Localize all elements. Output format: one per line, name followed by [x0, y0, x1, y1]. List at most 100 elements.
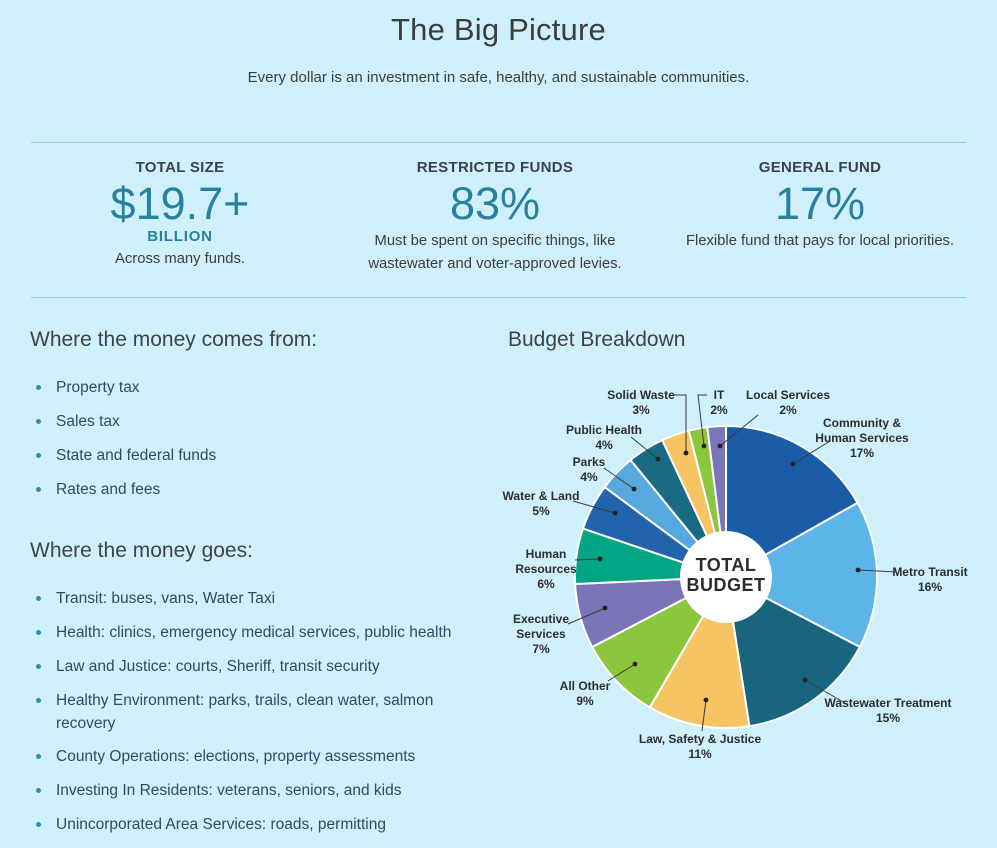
money-sources-section: Where the money comes from: Property tax… — [30, 328, 490, 502]
money-sources-heading: Where the money comes from: — [30, 328, 318, 351]
label-leader-dot — [632, 661, 638, 667]
label-leader-line — [567, 607, 606, 625]
label-leader-line — [701, 699, 707, 732]
list-item: Rates and fees — [36, 479, 490, 502]
list-item-text: Unincorporated Area Services: roads, per… — [56, 816, 386, 834]
stat-value-unit: BILLION — [147, 228, 213, 246]
slice-label: Executive Services 7% — [513, 612, 569, 656]
list-item: Transit: buses, vans, Water Taxi — [36, 588, 490, 611]
stat-caption: Flexible fund that pays for local priori… — [685, 233, 955, 250]
label-leader-line — [857, 569, 897, 573]
list-item: Health: clinics, emergency medical servi… — [36, 622, 490, 645]
stat-caption: Must be spent on specific things, like w… — [368, 233, 622, 273]
bullet-icon — [36, 452, 41, 458]
slice-label: Public Health 4% — [566, 423, 642, 452]
slice-label: Parks 4% — [573, 455, 606, 484]
stat-general-fund: GENERAL FUND 17% Flexible fund that pays… — [660, 159, 980, 253]
page-title: The Big Picture — [391, 12, 606, 47]
money-spending-list: Transit: buses, vans, Water Taxi Health: … — [36, 588, 490, 838]
label-leader-dot — [802, 677, 808, 683]
slice-label: Community & Human Services 17% — [815, 416, 909, 460]
label-leader-dot — [790, 461, 796, 467]
bullet-icon — [36, 595, 41, 601]
divider-top — [31, 142, 966, 143]
slice-label: All Other 9% — [560, 679, 611, 708]
list-item: Unincorporated Area Services: roads, per… — [36, 814, 490, 837]
stat-label: TOTAL SIZE — [135, 159, 225, 176]
money-text-column: Where the money comes from: Property tax… — [30, 328, 490, 848]
slice-label: Wastewater Treatment 15% — [825, 696, 952, 725]
pie-slice-metro-transit — [725, 501, 878, 649]
money-sources-list: Property tax Sales tax State and federal f… — [36, 377, 490, 502]
list-item-text: Sales tax — [56, 412, 120, 430]
label-leader-dot — [703, 697, 709, 703]
page-subtitle: Every dollar is an investment in safe, h… — [247, 69, 750, 86]
label-leader-line — [574, 558, 601, 561]
bullet-icon — [36, 663, 41, 669]
label-leader-dot — [597, 556, 603, 562]
list-item: Law and Justice: courts, Sheriff, transi… — [36, 656, 490, 679]
bullet-icon — [36, 418, 41, 424]
label-leader-dot — [631, 486, 637, 492]
pie-slice-all-other — [591, 576, 727, 709]
list-item: County Operations: elections, property a… — [36, 746, 490, 769]
money-spending-section: Where the money goes: Transit: buses, va… — [30, 539, 490, 838]
label-leader-line — [804, 679, 846, 704]
stat-restricted-funds: RESTRICTED FUNDS 83% Must be spent on sp… — [330, 159, 660, 276]
stat-value: 17% — [774, 178, 866, 229]
label-leader-line — [607, 663, 636, 682]
label-leader-line — [603, 467, 635, 490]
list-item-text: Law and Justice: courts, Sheriff, transi… — [56, 657, 380, 675]
slice-label: IT 2% — [710, 388, 728, 417]
list-item-text: State and federal funds — [56, 446, 217, 464]
bullet-icon — [36, 486, 41, 492]
list-item: Healthy Environment: parks, trails, clea… — [36, 690, 490, 736]
label-leader-line — [673, 394, 687, 453]
list-item: Investing In Residents: veterans, senior… — [36, 780, 490, 803]
list-item: Property tax — [36, 377, 490, 400]
slice-label: Law, Safety & Justice 11% — [639, 732, 762, 761]
label-leader-dot — [683, 450, 689, 456]
label-leader-dot — [701, 443, 707, 449]
bullet-icon — [36, 629, 41, 635]
label-leader-dot — [612, 510, 618, 516]
budget-breakdown-heading: Budget Breakdown — [508, 328, 686, 351]
label-leader-dot — [655, 456, 661, 462]
pie-slice-community-human-services — [725, 425, 859, 578]
list-item-text: Health: clinics, emergency medical servi… — [56, 623, 452, 641]
stats-row: TOTAL SIZE $19.7+ BILLION Across many fu… — [30, 159, 980, 276]
label-leader-line — [630, 436, 659, 460]
label-leader-dot — [855, 567, 861, 573]
list-item-text: Healthy Environment: parks, trails, clea… — [56, 691, 434, 732]
stat-label: RESTRICTED FUNDS — [416, 159, 574, 176]
list-item-text: Property tax — [56, 379, 140, 396]
stat-value: $19.7+ — [110, 178, 250, 229]
list-item-text: Rates and fees — [56, 480, 161, 498]
list-item-text: Investing In Residents: veterans, senior… — [56, 782, 402, 800]
label-leader-dot — [717, 443, 723, 449]
list-item-text: County Operations: elections, property a… — [56, 748, 416, 766]
label-leader-line — [719, 414, 759, 447]
budget-big-picture-page: { "page": { "title": "The Big Picture", … — [30, 12, 997, 834]
slice-label: Metro Transit 16% — [892, 565, 967, 594]
label-leader-dot — [602, 605, 608, 611]
bullet-icon — [36, 385, 41, 390]
bullet-icon — [36, 754, 41, 760]
slice-label: Water & Land 5% — [503, 489, 580, 518]
stat-label: GENERAL FUND — [758, 159, 882, 176]
budget-pie-chart: TOTAL BUDGET Community & Human Services 17% M… — [503, 388, 968, 761]
slice-label: Solid Waste 3% — [607, 388, 675, 417]
chart-center-label: TOTAL BUDGET — [687, 555, 766, 595]
list-item-text: Transit: buses, vans, Water Taxi — [56, 589, 276, 607]
slice-label: Human Resources 6% — [515, 547, 577, 591]
stat-total-size: TOTAL SIZE $19.7+ BILLION Across many fu… — [30, 159, 330, 271]
label-leader-line — [697, 394, 707, 447]
divider-bottom — [31, 297, 966, 298]
stat-value: 83% — [449, 178, 541, 229]
bullet-icon — [36, 788, 41, 794]
bullet-icon — [36, 697, 41, 703]
bullet-icon — [36, 822, 41, 828]
stat-caption: Across many funds. — [115, 251, 245, 268]
budget-breakdown-section: Budget Breakdown TOTAL BUDGET Community & H… — [500, 328, 997, 820]
label-leader-line — [572, 500, 616, 514]
